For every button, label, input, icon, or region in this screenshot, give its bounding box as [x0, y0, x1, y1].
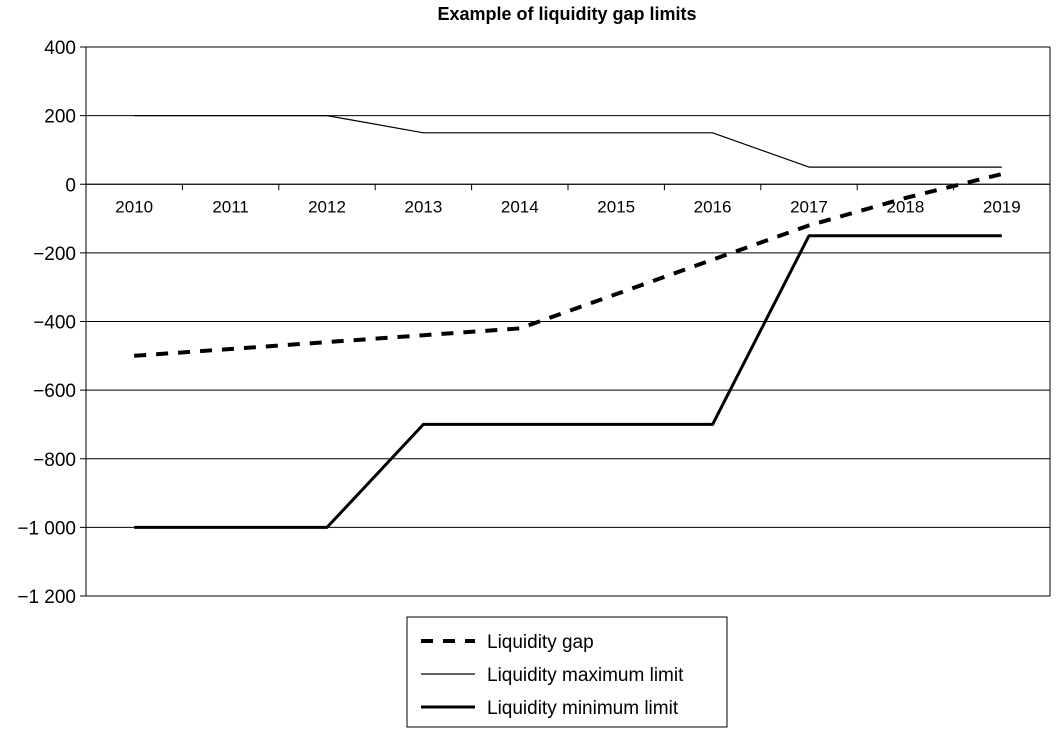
y-tick-label: −600	[33, 381, 76, 402]
gridlines	[86, 46, 1050, 597]
x-tick-label: 2017	[790, 197, 828, 216]
y-tick-label: −1 200	[17, 587, 76, 608]
x-tick-label: 2013	[404, 197, 442, 216]
y-tick-label: 200	[44, 107, 76, 128]
x-tick-label: 2012	[308, 197, 346, 216]
y-tick-label: −800	[33, 450, 76, 471]
series-lines	[134, 114, 1003, 529]
x-tick-label: 2018	[886, 197, 924, 216]
legend-label: Liquidity gap	[487, 632, 594, 653]
y-tick-labels: 400 200 0 −200 −400 −600 −800 −1 000 −1 200	[17, 38, 76, 608]
x-tick-label: 2019	[983, 197, 1021, 216]
axes	[80, 46, 1051, 597]
y-tick-label: −400	[33, 313, 76, 334]
x-tick-label: 2014	[501, 197, 539, 216]
y-tick-label: 400	[44, 38, 76, 59]
legend: Liquidity gap Liquidity maximum limit Liqu…	[406, 616, 728, 728]
x-tick-label: 2010	[115, 197, 153, 216]
x-tick-label: 2015	[597, 197, 635, 216]
series-line-1	[134, 172, 1003, 358]
legend-box	[406, 616, 728, 728]
y-tick-label: 0	[65, 175, 76, 196]
x-tick-label: 2016	[694, 197, 732, 216]
legend-label: Liquidity maximum limit	[487, 665, 684, 686]
y-tick-label: −1 000	[17, 518, 76, 539]
x-tick-label: 2011	[212, 197, 249, 216]
x-tick-labels: 2010 2011 2012 2013 2014 2015 2016 2017 2018 2019	[115, 197, 1020, 216]
series-line-2	[134, 114, 1002, 168]
legend-label: Liquidity minimum limit	[487, 698, 679, 719]
y-tick-label: −200	[33, 244, 76, 265]
chart-title: Example of liquidity gap limits	[437, 4, 696, 24]
series-line-3	[134, 234, 1002, 529]
